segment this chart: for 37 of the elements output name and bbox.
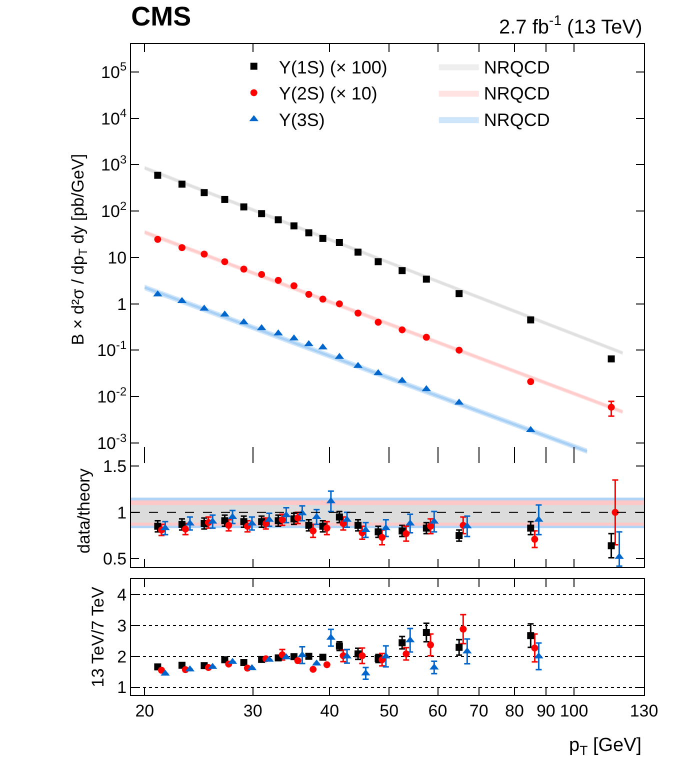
x-tick-label: 90 (536, 701, 556, 720)
y-axis-title: data/theory (74, 468, 94, 554)
legend-label: Υ(3S) (278, 110, 325, 130)
y-tick-label: 10$^{5}$ (101, 60, 127, 82)
legend-label: Υ(1S) (× 100) (278, 57, 388, 78)
x-axis-title: p$_{T}$ [GeV] (569, 735, 642, 758)
y-tick-label: 1 (117, 678, 127, 698)
chart-title: CMS (131, 2, 192, 32)
legend-label: NRQCD (484, 57, 550, 78)
x-tick-label: 60 (428, 701, 448, 720)
y-tick-label: 10$^{4}$ (101, 106, 127, 128)
y-tick-label: 10$^{-3}$ (97, 430, 127, 453)
y-tick-label: 10 (108, 248, 127, 268)
x-tick-label: 40 (320, 701, 340, 720)
legend-label: Υ(2S) (× 10) (278, 84, 378, 104)
x-tick-label: 20 (135, 701, 154, 720)
x-tick-label: 70 (469, 701, 488, 720)
y-tick-label: 10$^{3}$ (101, 152, 127, 175)
y-tick-label: 1 (117, 294, 127, 314)
x-tick-label: 30 (243, 701, 262, 720)
y-tick-label: 2 (117, 647, 127, 666)
y-tick-label: 3 (117, 616, 127, 636)
y-tick-label: 10$^{2}$ (101, 198, 127, 222)
y-tick-label: 4 (117, 585, 127, 604)
legend-label: NRQCD (484, 84, 550, 104)
x-tick-label: 100 (560, 701, 588, 720)
y-tick-label: 10$^{-1}$ (97, 338, 127, 360)
y-tick-label: 10$^{-2}$ (97, 384, 127, 407)
legend-label: NRQCD (484, 110, 550, 130)
y-tick-label: 1 (117, 503, 127, 522)
chart-subtitle: 2.7 fb$^{-1}$ (13 TeV) (499, 12, 642, 38)
x-tick-label: 80 (505, 701, 524, 720)
y-axis-title: 13 TeV/7 TeV (88, 586, 108, 688)
y-tick-label: 0.5 (102, 550, 127, 569)
x-tick-label: 50 (380, 701, 399, 720)
y-tick-label: 1.5 (102, 457, 127, 476)
x-tick-label: 130 (630, 701, 658, 720)
